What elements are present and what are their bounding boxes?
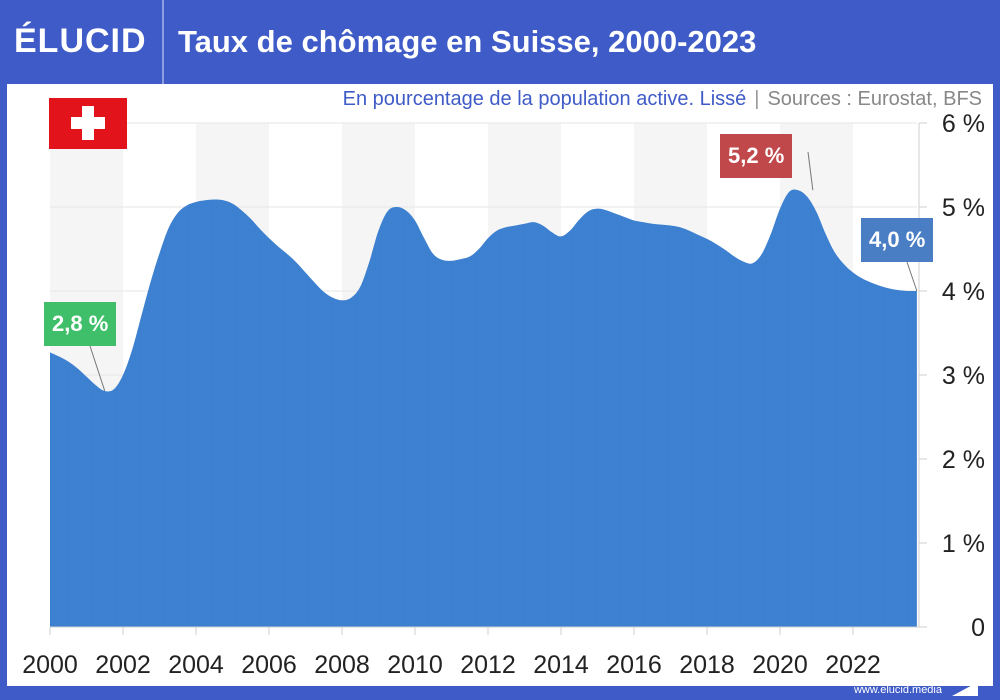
annotation-label-last: 4,0 % (861, 218, 934, 262)
header-bar: ÉLUCID Taux de chômage en Suisse, 2000-2… (0, 0, 1000, 84)
annotation-leader-line (807, 151, 814, 191)
area-series (50, 189, 917, 628)
x-tick-label: 2020 (752, 651, 808, 679)
swiss-flag-icon (49, 98, 127, 149)
chart-subtitle: En pourcentage de la population active. … (343, 88, 982, 111)
y-tick-label: 5 % (942, 194, 985, 222)
y-tick-label: 1 % (942, 530, 985, 558)
annotation-label-min: 2,8 % (44, 302, 117, 346)
annotation-leader-line (89, 345, 106, 392)
x-tick-label: 2012 (460, 651, 516, 679)
x-tick-label: 2000 (22, 651, 78, 679)
x-tick-label: 2004 (168, 651, 224, 679)
area-fill (50, 189, 917, 628)
flag-cross-vertical (82, 106, 94, 140)
annotation-leader-line (906, 261, 918, 292)
header-divider (162, 0, 164, 84)
y-tick-label: 2 % (942, 446, 985, 474)
subtitle-description: En pourcentage de la population active. … (342, 88, 747, 110)
annotation-label-max: 5,2 % (720, 134, 793, 178)
x-tick-label: 2010 (387, 651, 443, 679)
elucid-logo[interactable]: ÉLUCID (14, 22, 147, 60)
subtitle-separator: | (754, 88, 760, 110)
x-tick-label: 2014 (533, 651, 589, 679)
elucid-mark-icon (952, 682, 978, 696)
x-tick-label: 2006 (241, 651, 297, 679)
x-axis-ticks: 2000 2002 2004 2006 2008 2010 2012 2014 2016 2018… (22, 627, 881, 679)
x-tick-label: 2002 (95, 651, 151, 679)
x-tick-label: 2016 (606, 651, 662, 679)
y-tick-label: 0 (971, 614, 985, 642)
x-tick-label: 2022 (825, 651, 881, 679)
x-tick-label: 2018 (679, 651, 735, 679)
footer-url[interactable]: www.elucid.media (853, 684, 942, 696)
y-axis-ticks: 0 1 % 2 % 3 % 4 % 5 % 6 % (919, 110, 985, 642)
y-tick-label: 4 % (942, 278, 985, 306)
y-tick-label: 6 % (942, 110, 985, 138)
chart-title: Taux de chômage en Suisse, 2000-2023 (178, 24, 757, 59)
subtitle-sources: Sources : Eurostat, BFS (767, 88, 982, 110)
y-tick-label: 3 % (942, 362, 985, 390)
x-tick-label: 2008 (314, 651, 370, 679)
annotation-leaders (89, 151, 918, 392)
